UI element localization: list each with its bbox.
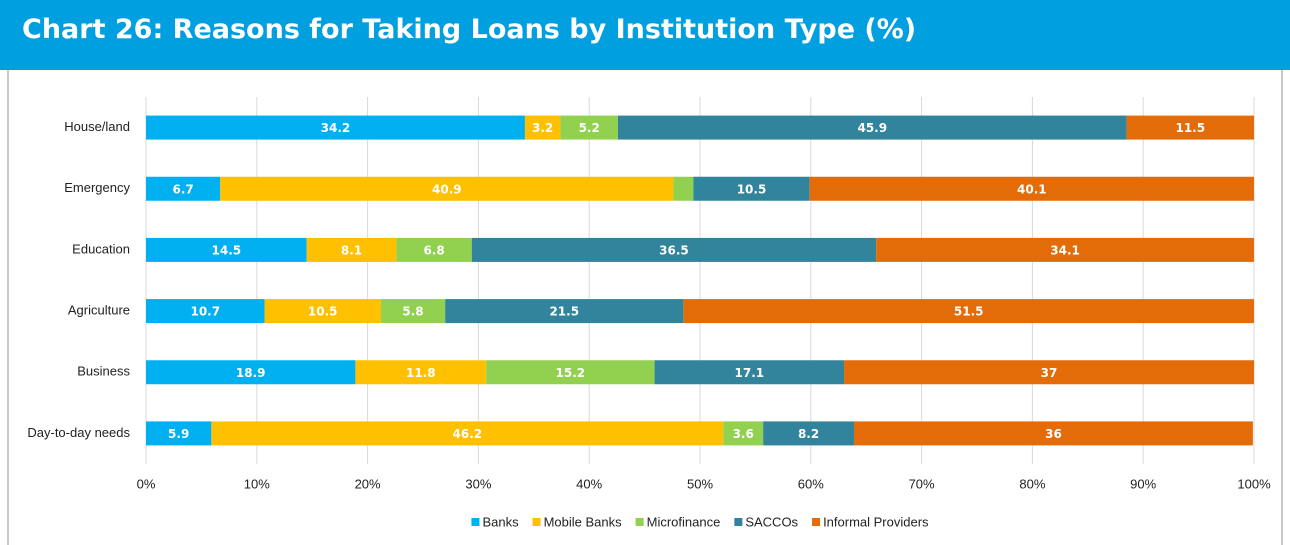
- bar-segment: [524, 115, 561, 140]
- data-label: 11.5: [1175, 121, 1205, 135]
- bar-segment: [146, 299, 265, 324]
- legend-label: Banks: [482, 514, 519, 529]
- data-label: 40.9: [432, 182, 462, 196]
- bar-segment: [809, 176, 1254, 201]
- data-label: 5.8: [402, 305, 423, 319]
- chart-title: Chart 26: Reasons for Taking Loans by In…: [22, 14, 917, 45]
- data-label: 40.1: [1017, 182, 1047, 196]
- bar-segment: [380, 299, 446, 324]
- bar-segment: [654, 360, 845, 385]
- legend-swatch: [734, 518, 743, 526]
- x-tick-label: 40%: [576, 476, 602, 491]
- bar-segment: [854, 421, 1253, 446]
- bar-segment: [1126, 115, 1254, 140]
- frame: [7, 70, 1283, 545]
- bar-segment: [618, 115, 1127, 140]
- legend-label: Microfinance: [647, 514, 721, 529]
- data-label: 8.2: [798, 427, 819, 441]
- data-label: 37: [1041, 366, 1058, 380]
- bar-segment: [396, 237, 472, 262]
- data-label: 10.5: [737, 182, 767, 196]
- legend-swatch: [532, 518, 541, 526]
- data-label: 46.2: [453, 427, 483, 441]
- data-label: 6.8: [423, 243, 444, 257]
- x-tick-label: 0%: [137, 476, 156, 491]
- x-tick-label: 70%: [909, 476, 935, 491]
- bar-segment: [471, 237, 877, 262]
- bar-segment: [693, 176, 810, 201]
- data-label: 14.5: [212, 243, 242, 257]
- data-label: 36.5: [659, 243, 689, 257]
- y-tick-label: House/land: [64, 119, 130, 134]
- data-label: 8.1: [341, 243, 362, 257]
- bar-segment: [763, 421, 855, 446]
- bar-segment: [560, 115, 619, 140]
- bar-segment: [723, 421, 764, 446]
- bar-segment: [876, 237, 1254, 262]
- data-label: 21.5: [549, 305, 579, 319]
- data-label: 34.2: [321, 121, 351, 135]
- data-label: 10.5: [308, 305, 338, 319]
- bar-segment: [844, 360, 1254, 385]
- bar-segment: [146, 237, 307, 262]
- header: Chart 26: Reasons for Taking Loans by In…: [0, 0, 1290, 70]
- x-tick-label: 90%: [1130, 476, 1156, 491]
- bar-segment: [486, 360, 655, 385]
- legend-swatch: [812, 518, 821, 526]
- bar-segment: [146, 421, 212, 446]
- data-label: 15.2: [556, 366, 586, 380]
- y-tick-label: Day-to-day needs: [27, 425, 130, 440]
- data-label: 17.1: [735, 366, 765, 380]
- bar-segment: [673, 176, 694, 201]
- legend-label: Informal Providers: [823, 514, 929, 529]
- bar-segment: [306, 237, 397, 262]
- data-label: 5.9: [168, 427, 189, 441]
- bar-segment: [683, 299, 1254, 324]
- bar-segment: [146, 115, 525, 140]
- bar-segment: [146, 360, 356, 385]
- data-label: 45.9: [857, 121, 887, 135]
- x-tick-label: 10%: [244, 476, 270, 491]
- bar-segment: [355, 360, 487, 385]
- data-label: 3.2: [532, 121, 553, 135]
- bar-segment: [264, 299, 381, 324]
- data-label: 18.9: [236, 366, 266, 380]
- bar-segment: [445, 299, 684, 324]
- data-label: 36: [1045, 427, 1062, 441]
- bar-segment: [220, 176, 674, 201]
- y-tick-label: Emergency: [64, 180, 130, 195]
- data-label: 3.6: [733, 427, 754, 441]
- x-tick-label: 60%: [798, 476, 824, 491]
- x-tick-label: 80%: [1019, 476, 1045, 491]
- legend-label: Mobile Banks: [544, 514, 623, 529]
- y-tick-label: Business: [77, 364, 130, 379]
- legend-label: SACCOs: [745, 514, 798, 529]
- data-label: 6.7: [172, 182, 193, 196]
- data-label: 11.8: [406, 366, 436, 380]
- x-tick-label: 50%: [687, 476, 713, 491]
- bar-segment: [146, 176, 221, 201]
- y-tick-label: Education: [72, 241, 130, 256]
- data-label: 34.1: [1050, 243, 1080, 257]
- legend-swatch: [635, 518, 644, 526]
- bar-segment: [211, 421, 724, 446]
- data-label: 5.2: [579, 121, 600, 135]
- x-tick-label: 20%: [355, 476, 381, 491]
- x-tick-label: 100%: [1237, 476, 1271, 491]
- data-label: 51.5: [954, 305, 984, 319]
- y-tick-label: Agriculture: [68, 303, 130, 318]
- legend-swatch: [471, 518, 480, 526]
- x-tick-label: 30%: [465, 476, 491, 491]
- data-label: 10.7: [190, 305, 220, 319]
